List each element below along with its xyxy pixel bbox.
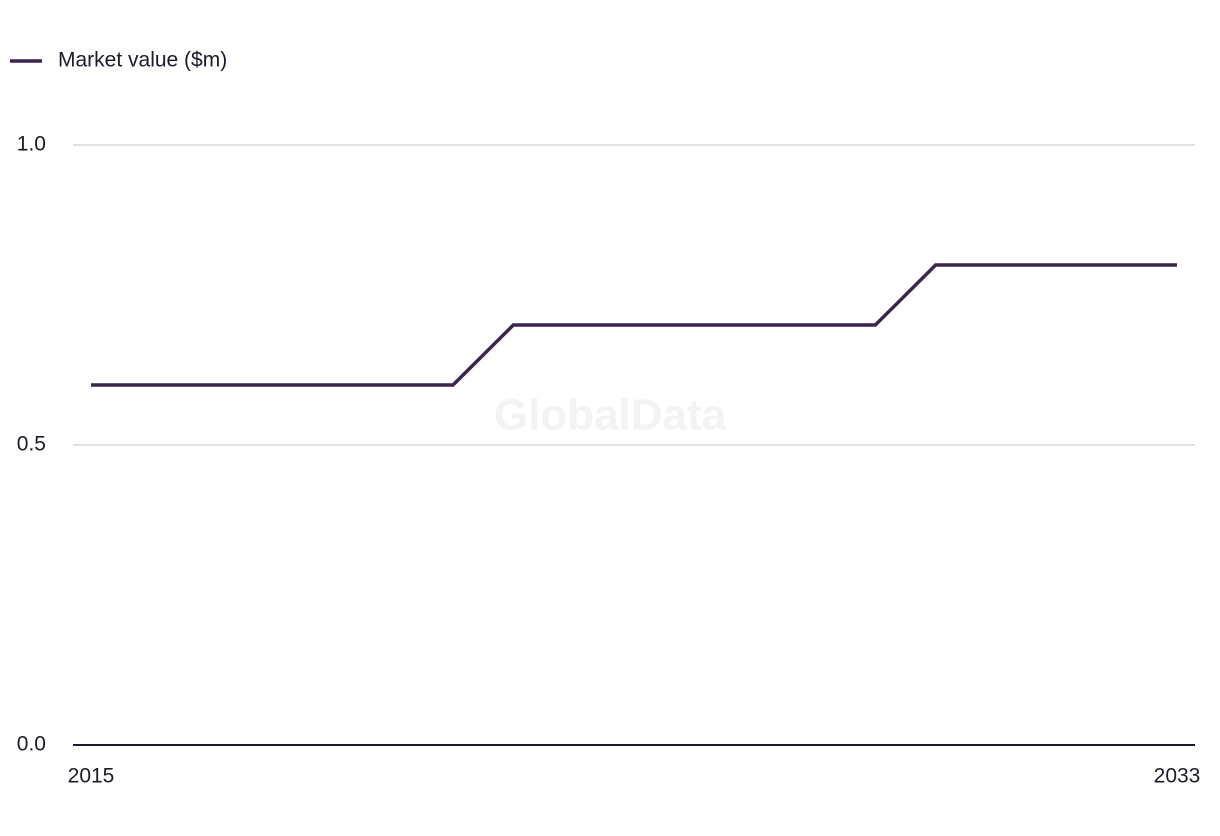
x-tick-label: 2015 [68, 765, 115, 788]
legend-label: Market value ($m) [58, 49, 227, 72]
watermark: GlobalData [494, 391, 727, 440]
y-tick-label: 1.0 [17, 133, 46, 156]
line [91, 263, 1177, 387]
x-tick-label: 2033 [1154, 765, 1201, 788]
y-tick-label: 0.0 [17, 733, 46, 756]
y-tick-label: 0.5 [17, 433, 46, 456]
